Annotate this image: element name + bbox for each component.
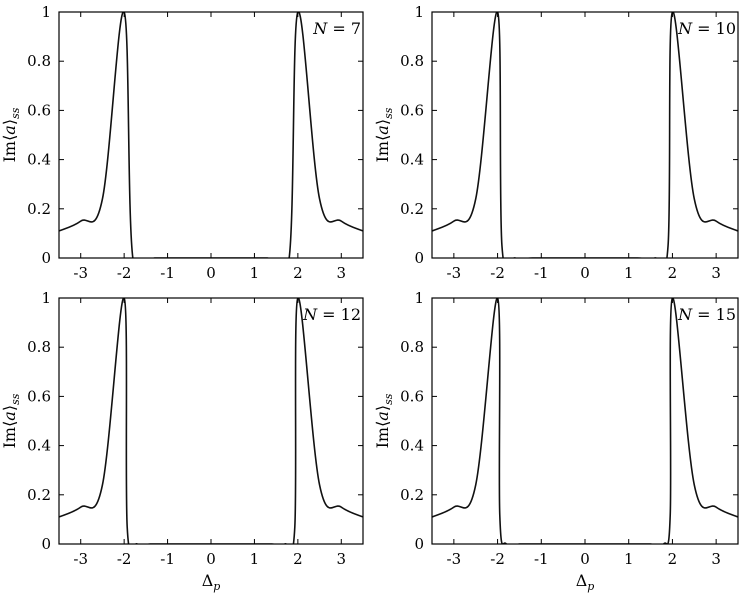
- y-tick-label: 0.8: [400, 338, 424, 356]
- y-tick-label: 0.2: [400, 486, 424, 504]
- x-tick-label: -3: [447, 550, 462, 568]
- x-tick-label: 1: [624, 264, 634, 282]
- x-tick-label: 1: [250, 264, 260, 282]
- spectrum-curve: [59, 298, 363, 544]
- x-tick-label: 3: [337, 264, 347, 282]
- y-tick-label: 0.8: [27, 52, 51, 70]
- n-annotation: N = 7: [312, 19, 361, 38]
- spectrum-curve: [432, 12, 738, 258]
- x-tick-label: -2: [117, 264, 132, 282]
- x-axis-label: Δp: [202, 571, 221, 593]
- x-tick-label: -2: [490, 550, 505, 568]
- x-tick-label: 3: [337, 550, 347, 568]
- y-axis-label: Im⟨a⟩ss: [0, 393, 22, 448]
- y-tick-label: 0.4: [27, 151, 51, 169]
- x-tick-label: -3: [73, 550, 88, 568]
- y-tick-label: 0.6: [27, 101, 51, 119]
- x-tick-label: 1: [624, 550, 634, 568]
- y-tick-label: 1: [41, 289, 51, 307]
- y-tick-label: 0.6: [400, 101, 424, 119]
- x-tick-label: 2: [668, 550, 678, 568]
- y-tick-label: 0: [41, 535, 51, 553]
- spectrum-curve: [59, 12, 363, 258]
- n-annotation: N = 12: [302, 305, 361, 324]
- x-tick-label: -1: [534, 264, 549, 282]
- panel-1: -3 -2 -1 0 1 2 3 0 0.2 0.4 0.6 0.8 1 Im⟨a⟩ss N = 7: [0, 3, 364, 282]
- x-tick-label: 0: [580, 550, 590, 568]
- y-tick-label: 0: [414, 249, 424, 267]
- y-tick-label: 0.6: [27, 387, 51, 405]
- x-tick-label: 0: [206, 264, 216, 282]
- x-tick-label: 2: [293, 550, 303, 568]
- y-tick-label: 0.6: [400, 387, 424, 405]
- x-tick-label: 1: [250, 550, 260, 568]
- y-tick-label: 0.4: [27, 437, 51, 455]
- x-tick-label: 2: [293, 264, 303, 282]
- y-tick-label: 0.8: [400, 52, 424, 70]
- y-axis-label: Im⟨a⟩ss: [373, 107, 395, 162]
- y-tick-label: 1: [41, 3, 51, 21]
- x-tick-label: 0: [580, 264, 590, 282]
- x-tick-label: -2: [490, 264, 505, 282]
- y-axis-label: Im⟨a⟩ss: [0, 107, 22, 162]
- y-tick-label: 0.4: [400, 151, 424, 169]
- y-axis-label: Im⟨a⟩ss: [373, 393, 395, 448]
- panel-2: -3 -2 -1 0 1 2 3 0 0.2 0.4 0.6 0.8 1 Im⟨a⟩ss N = 10: [373, 3, 739, 282]
- x-tick-label: -3: [73, 264, 88, 282]
- x-tick-label: 3: [711, 264, 721, 282]
- plot-frame: [431, 11, 739, 259]
- n-annotation: N = 15: [677, 305, 736, 324]
- y-tick-label: 0.2: [27, 486, 51, 504]
- y-tick-label: 0.4: [400, 437, 424, 455]
- x-tick-label: -1: [160, 550, 175, 568]
- x-axis-label: Δp: [576, 571, 595, 593]
- y-tick-label: 0.2: [27, 200, 51, 218]
- x-tick-label: -3: [447, 264, 462, 282]
- x-tick-label: -2: [117, 550, 132, 568]
- y-tick-label: 0: [414, 535, 424, 553]
- x-tick-label: 0: [206, 550, 216, 568]
- y-tick-label: 0: [41, 249, 51, 267]
- n-annotation: N = 10: [677, 19, 736, 38]
- x-tick-label: -1: [160, 264, 175, 282]
- plot-frame: [58, 297, 364, 545]
- x-tick-label: -1: [534, 550, 549, 568]
- x-tick-label: 3: [711, 550, 721, 568]
- plot-frame: [431, 297, 739, 545]
- y-tick-label: 0.2: [400, 200, 424, 218]
- spectrum-curve: [432, 298, 738, 544]
- plot-frame: [58, 11, 364, 259]
- y-tick-label: 0.8: [27, 338, 51, 356]
- panel-3: -3 -2 -1 0 1 2 3 0 0.2 0.4 0.6 0.8 1 Im⟨a⟩ss Δp N = 12: [0, 289, 364, 593]
- x-tick-label: 2: [668, 264, 678, 282]
- panel-4: -3 -2 -1 0 1 2 3 0 0.2 0.4 0.6 0.8 1 Im⟨a⟩ss Δp N = 15: [373, 289, 739, 593]
- y-tick-label: 1: [414, 3, 424, 21]
- y-tick-label: 1: [414, 289, 424, 307]
